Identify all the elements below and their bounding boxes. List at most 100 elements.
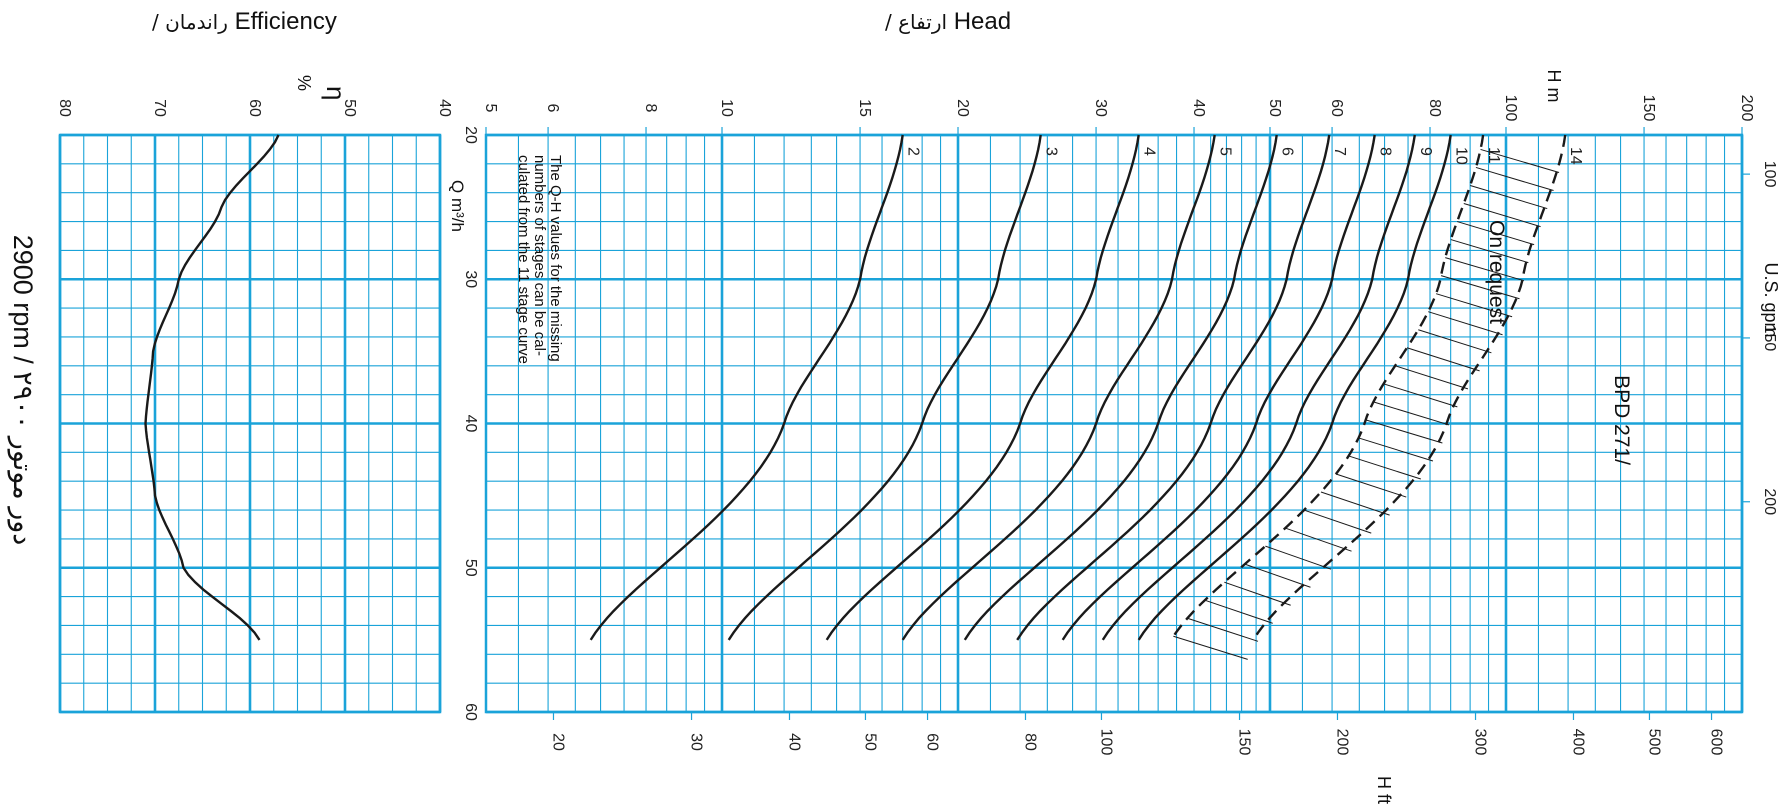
stage-label-11: 11 xyxy=(1485,147,1502,164)
stage-label-14: 14 xyxy=(1567,147,1584,165)
hatch-line xyxy=(1445,257,1525,282)
flow-tick-label: 20 xyxy=(462,126,479,144)
gpm-tick-label: 150 xyxy=(1761,325,1778,352)
stage-label-3: 3 xyxy=(1043,147,1060,156)
head-ft-tick-label: 400 xyxy=(1569,729,1586,756)
head-m-tick-label: 100 xyxy=(1502,95,1519,122)
stage-label-10: 10 xyxy=(1453,147,1470,165)
head-header-en: Head xyxy=(953,8,1012,35)
hatch-line xyxy=(1187,617,1259,642)
hatch-line xyxy=(1463,203,1541,228)
hatch-line xyxy=(1285,527,1352,552)
hatch-line xyxy=(1457,221,1535,246)
flow-tick-label: 50 xyxy=(462,559,479,577)
stage-curve-2 xyxy=(589,134,904,641)
stage-label-9: 9 xyxy=(1417,147,1434,156)
head-ft-tick-label: 500 xyxy=(1645,729,1662,756)
head-m-tick-label: 20 xyxy=(954,99,971,117)
gpm-axis-label: U.S. gpm xyxy=(1761,262,1781,337)
hatch-line xyxy=(1365,419,1443,444)
stage-curve-8 xyxy=(1061,134,1376,641)
efficiency-tick-label: 60 xyxy=(246,99,263,117)
on-request-hatch xyxy=(1173,148,1560,660)
stage-curve-5 xyxy=(901,134,1216,641)
head-m-tick-label: 5 xyxy=(482,104,499,113)
efficiency-tick-label: 80 xyxy=(56,99,73,117)
stage-curve-10 xyxy=(1137,134,1452,641)
eta-unit: % xyxy=(294,75,314,91)
head-ft-tick-label: 40 xyxy=(785,733,802,751)
head-m-tick-label: 60 xyxy=(1328,99,1345,117)
stage-curve-7 xyxy=(1016,134,1331,641)
hatch-line xyxy=(1265,545,1332,570)
head-m-tick-label: 50 xyxy=(1266,99,1283,117)
head-m-tick-label: 10 xyxy=(718,99,735,117)
head-ft-tick-label: 60 xyxy=(924,733,941,751)
hatch-line xyxy=(1224,581,1291,606)
note-line-3: culated from the 11 stage curve xyxy=(515,155,532,364)
axis-ticks: 5 6 8 10 15 20 30 40 50 60 80 100 150 200 20 30 40 50 60 80… xyxy=(56,95,1778,756)
note-line-2: numbers of stages can be cal- xyxy=(531,155,548,356)
head-ft-tick-label: 300 xyxy=(1472,729,1489,756)
hatch-line xyxy=(1418,329,1492,354)
gpm-tick-label: 200 xyxy=(1761,488,1778,515)
stage-curve-11 xyxy=(1170,134,1485,641)
stage-label-6: 6 xyxy=(1279,147,1296,156)
stage-curve-14 xyxy=(1252,134,1567,641)
head-m-tick-label: 30 xyxy=(1092,99,1109,117)
head-m-tick-label: 200 xyxy=(1738,95,1755,122)
flow-tick-label: 60 xyxy=(462,703,479,721)
stage-label-8: 8 xyxy=(1377,147,1394,156)
hatch-line xyxy=(1173,635,1248,660)
efficiency-header-en: Efficiency xyxy=(234,8,337,35)
on-request-label: On request xyxy=(1485,220,1508,324)
head-ft-tick-label: 30 xyxy=(688,733,705,751)
stage-label-2: 2 xyxy=(905,147,922,156)
efficiency-header-fa: / راندمان xyxy=(152,10,228,34)
flow-tick-label: 40 xyxy=(462,415,479,433)
q-axis-label: Q m³/h xyxy=(448,180,467,232)
head-ft-tick-label: 150 xyxy=(1236,729,1253,756)
hatch-line xyxy=(1475,166,1554,192)
model-label: BPD 271/ xyxy=(1610,375,1633,465)
stage-curve-9 xyxy=(1101,134,1416,641)
hatch-line xyxy=(1303,509,1372,534)
hatch-line xyxy=(1470,185,1548,210)
head-ft-tick-label: 200 xyxy=(1333,729,1350,756)
head-ft-tick-label: 600 xyxy=(1708,729,1725,756)
head-ft-tick-label: 100 xyxy=(1097,729,1114,756)
stage-curve-6 xyxy=(963,134,1278,641)
head-ft-tick-label: 80 xyxy=(1021,733,1038,751)
hatch-line xyxy=(1320,491,1390,516)
efficiency-tick-label: 40 xyxy=(436,99,453,117)
hatch-line xyxy=(1450,239,1529,264)
head-ft-tick-label: 50 xyxy=(861,733,878,751)
stage-curve-4 xyxy=(825,134,1140,641)
head-ft-tick-label: 20 xyxy=(549,733,566,751)
efficiency-curve xyxy=(144,134,280,641)
hatch-line xyxy=(1440,275,1520,300)
hatch-line xyxy=(1335,473,1407,498)
head-ft-axis-label: H ft xyxy=(1374,776,1394,804)
hatch-line xyxy=(1358,437,1434,462)
hatch-line xyxy=(1428,311,1503,336)
hatch-line xyxy=(1383,383,1458,408)
head-header-fa: / ارتفاع xyxy=(885,10,948,34)
head-m-axis-label: H m xyxy=(1544,70,1564,103)
head-m-tick-label: 15 xyxy=(856,99,873,117)
hatch-line xyxy=(1480,148,1560,173)
chart-grid xyxy=(58,127,1750,720)
efficiency-tick-label: 50 xyxy=(341,99,358,117)
hatch-line xyxy=(1373,401,1450,426)
head-m-tick-label: 40 xyxy=(1190,99,1207,117)
hatch-line xyxy=(1348,455,1421,480)
head-m-tick-label: 150 xyxy=(1640,95,1657,122)
note-line-1: The Q-H values for the missing xyxy=(547,155,564,362)
stage-label-5: 5 xyxy=(1217,147,1234,156)
efficiency-tick-label: 70 xyxy=(151,99,168,117)
speed-label: 2900 rpm / ۲۹۰۰ دور موتور xyxy=(7,235,38,546)
flow-tick-label: 30 xyxy=(462,270,479,288)
hatch-line xyxy=(1406,347,1480,372)
eta-symbol: η xyxy=(321,86,351,100)
